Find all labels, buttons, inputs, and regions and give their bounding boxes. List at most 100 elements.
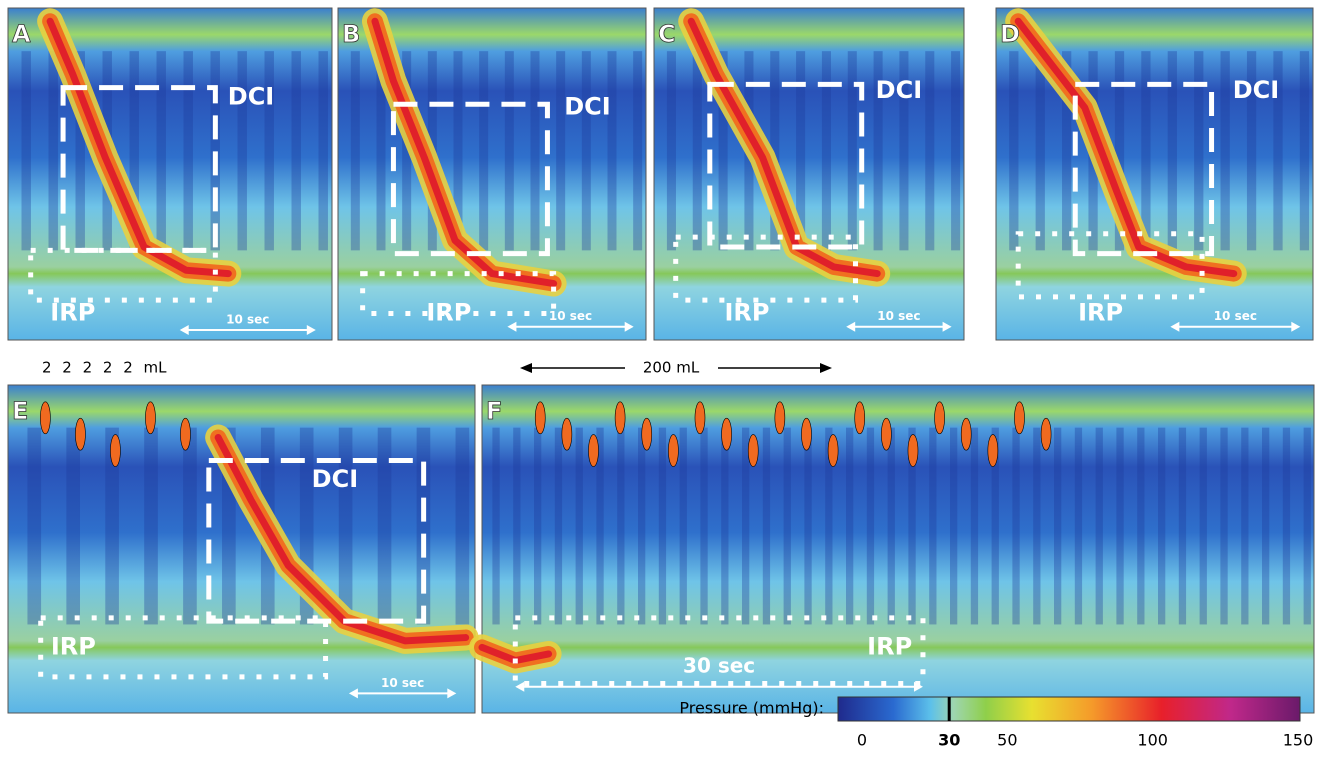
streak — [1062, 51, 1072, 251]
dci-box — [206, 457, 427, 624]
streak — [291, 51, 301, 251]
streak — [350, 51, 360, 251]
pressure-blob — [721, 417, 732, 451]
streak — [742, 427, 750, 625]
streak — [666, 51, 676, 251]
streak — [887, 427, 895, 625]
streak — [237, 51, 247, 251]
scale-label: 10 sec — [877, 309, 920, 323]
streak — [617, 427, 625, 625]
pressure-blob — [180, 417, 191, 451]
streak — [1199, 427, 1207, 625]
colorbar-tick-label: 0 — [857, 731, 867, 750]
scale-arrow — [447, 688, 457, 699]
panel-label: C — [658, 20, 676, 48]
streak — [575, 427, 583, 625]
swallow-volumes: 2 2 2 2 2 mL — [42, 359, 167, 377]
streak — [899, 51, 909, 251]
streak — [581, 51, 591, 251]
streak — [679, 427, 687, 625]
panel-label: A — [12, 20, 31, 48]
streak — [762, 427, 771, 625]
streak — [1116, 427, 1124, 625]
streak — [1074, 427, 1083, 625]
streak — [1303, 427, 1311, 625]
streak — [338, 427, 353, 625]
dci-label: DCI — [1233, 76, 1279, 104]
pressure-blob — [934, 401, 945, 435]
irp-label: IRP — [867, 632, 912, 660]
pressure-blob — [641, 417, 653, 451]
panel-label: F — [486, 397, 502, 425]
panel-label: D — [1000, 20, 1020, 48]
streak — [1262, 427, 1270, 625]
panel: IRP 30 sec F — [469, 384, 1315, 714]
streak — [1194, 51, 1204, 251]
streak — [658, 427, 667, 625]
scale-arrow — [846, 321, 856, 332]
streak — [1035, 51, 1045, 251]
streak — [1114, 51, 1125, 251]
colorbar-tick-label: 100 — [1137, 731, 1168, 750]
streak — [556, 51, 566, 251]
streak — [692, 51, 702, 251]
scale-arrow — [913, 681, 923, 692]
streak — [633, 51, 643, 251]
bolus-arrow: 200 mL — [520, 359, 832, 377]
streak — [1095, 427, 1103, 625]
dci-label: DCI — [312, 465, 358, 493]
streak — [866, 427, 875, 625]
streak — [105, 427, 119, 625]
irp-label: IRP — [50, 298, 95, 326]
dci-box — [707, 81, 865, 250]
streak — [721, 427, 729, 625]
streak — [66, 427, 80, 625]
dci-label: DCI — [564, 93, 610, 121]
panel-background — [7, 384, 476, 714]
pressure-blob — [561, 417, 573, 451]
colorbar-tick-label: 30 — [938, 731, 960, 750]
streak — [27, 427, 42, 625]
streak — [1178, 427, 1187, 625]
contraction-core — [214, 433, 470, 645]
panel-background — [481, 384, 1315, 714]
streak — [1246, 51, 1257, 251]
streak — [129, 51, 139, 251]
streak — [607, 51, 617, 251]
pressure-blob — [960, 417, 972, 451]
streak — [770, 51, 780, 251]
pressure-blob — [1014, 401, 1025, 435]
dci-box — [60, 85, 218, 253]
streak — [1282, 427, 1291, 625]
pressure-blob — [881, 417, 892, 451]
irp-box — [673, 234, 859, 303]
streak — [479, 51, 489, 251]
streak — [402, 51, 412, 251]
streak — [847, 51, 857, 251]
dci-box — [390, 101, 550, 257]
streak — [950, 427, 958, 625]
pressure-blob — [614, 401, 626, 435]
streak — [991, 427, 999, 625]
streak — [156, 51, 166, 251]
streak — [929, 427, 937, 625]
streak — [1299, 51, 1310, 251]
streak — [638, 427, 646, 625]
streak — [1137, 427, 1145, 625]
streak — [530, 51, 540, 251]
pressure-blob — [534, 401, 546, 435]
streak — [1054, 427, 1062, 625]
scale-label: 30 sec — [683, 653, 755, 677]
irp-label: IRP — [725, 298, 770, 326]
scale-label: 10 sec — [226, 313, 269, 327]
streak — [554, 427, 563, 625]
pressure-blob — [801, 417, 812, 451]
scale-arrow — [942, 321, 952, 332]
pressure-blob — [1040, 417, 1052, 451]
panel: DCI IRP 10 sec B — [337, 7, 647, 341]
pressure-blob — [588, 434, 599, 467]
streak — [75, 51, 85, 251]
colorbar — [837, 696, 1301, 722]
panel: DCI IRP 10 sec C — [653, 7, 965, 341]
scale-label: 10 sec — [549, 309, 592, 323]
